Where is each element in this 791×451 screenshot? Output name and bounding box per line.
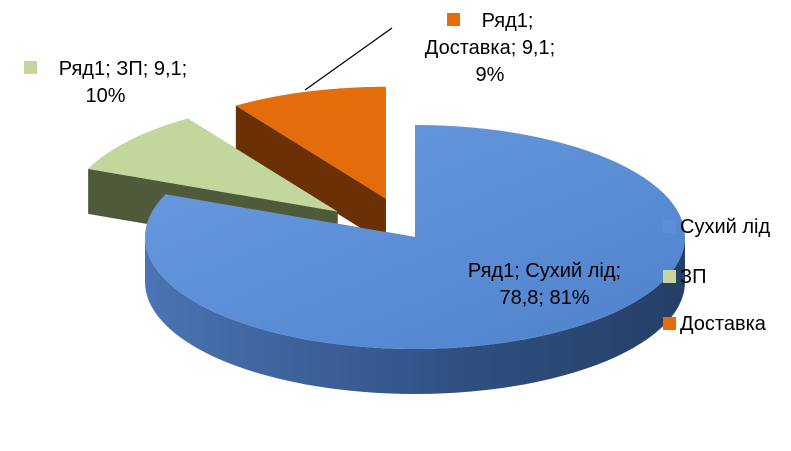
data-label: Ряд1; Сухий лід; 78,8; 81% [462, 258, 627, 312]
slice-wall [145, 237, 685, 394]
label-part: ; [181, 58, 188, 80]
legend-label: Сухий лід [680, 216, 771, 238]
slice-side [235, 105, 386, 244]
legend-item: ЗП [663, 266, 706, 289]
label-part: ; [510, 37, 522, 59]
label-key [23, 61, 37, 74]
legend-item: Доставка [663, 313, 766, 336]
label-part: 10% [85, 85, 126, 107]
data-label: Ряд1; Доставка; 9,1; 9% [410, 8, 570, 89]
label-part: ; [105, 58, 117, 80]
legend-item: Сухий лід [663, 216, 770, 239]
label-part: ; [514, 260, 526, 282]
label-part: 9% [475, 64, 505, 86]
legend-key [663, 270, 676, 283]
legend-key [663, 317, 676, 330]
leader-line [304, 27, 393, 91]
label-part: ; [527, 10, 534, 32]
label-part: Ряд1 [481, 10, 528, 32]
label-part: Доставка [424, 37, 511, 59]
legend-label: ЗП [680, 266, 707, 288]
slice [235, 86, 386, 199]
slice [144, 125, 685, 349]
label-part: Сухий лід [525, 260, 616, 282]
label-part: ; [142, 58, 154, 80]
label-part: Ряд1 [58, 58, 106, 80]
label-part: ; [549, 37, 556, 59]
label-part: 78,8 [499, 287, 539, 309]
label-part: 81% [549, 287, 590, 309]
data-label: Ряд1; ЗП; 9,1; 10% [8, 56, 203, 110]
legend-label: Доставка [680, 313, 766, 335]
label-part: ; [615, 260, 622, 282]
label-part: Ряд1 [467, 260, 515, 282]
slice [88, 118, 338, 212]
legend-key [663, 220, 676, 233]
label-part: 9,1 [521, 37, 550, 59]
label-part: ; [538, 287, 550, 309]
label-part: 9,1 [153, 58, 182, 80]
label-part: ЗП [116, 58, 143, 80]
label-key [446, 13, 460, 26]
